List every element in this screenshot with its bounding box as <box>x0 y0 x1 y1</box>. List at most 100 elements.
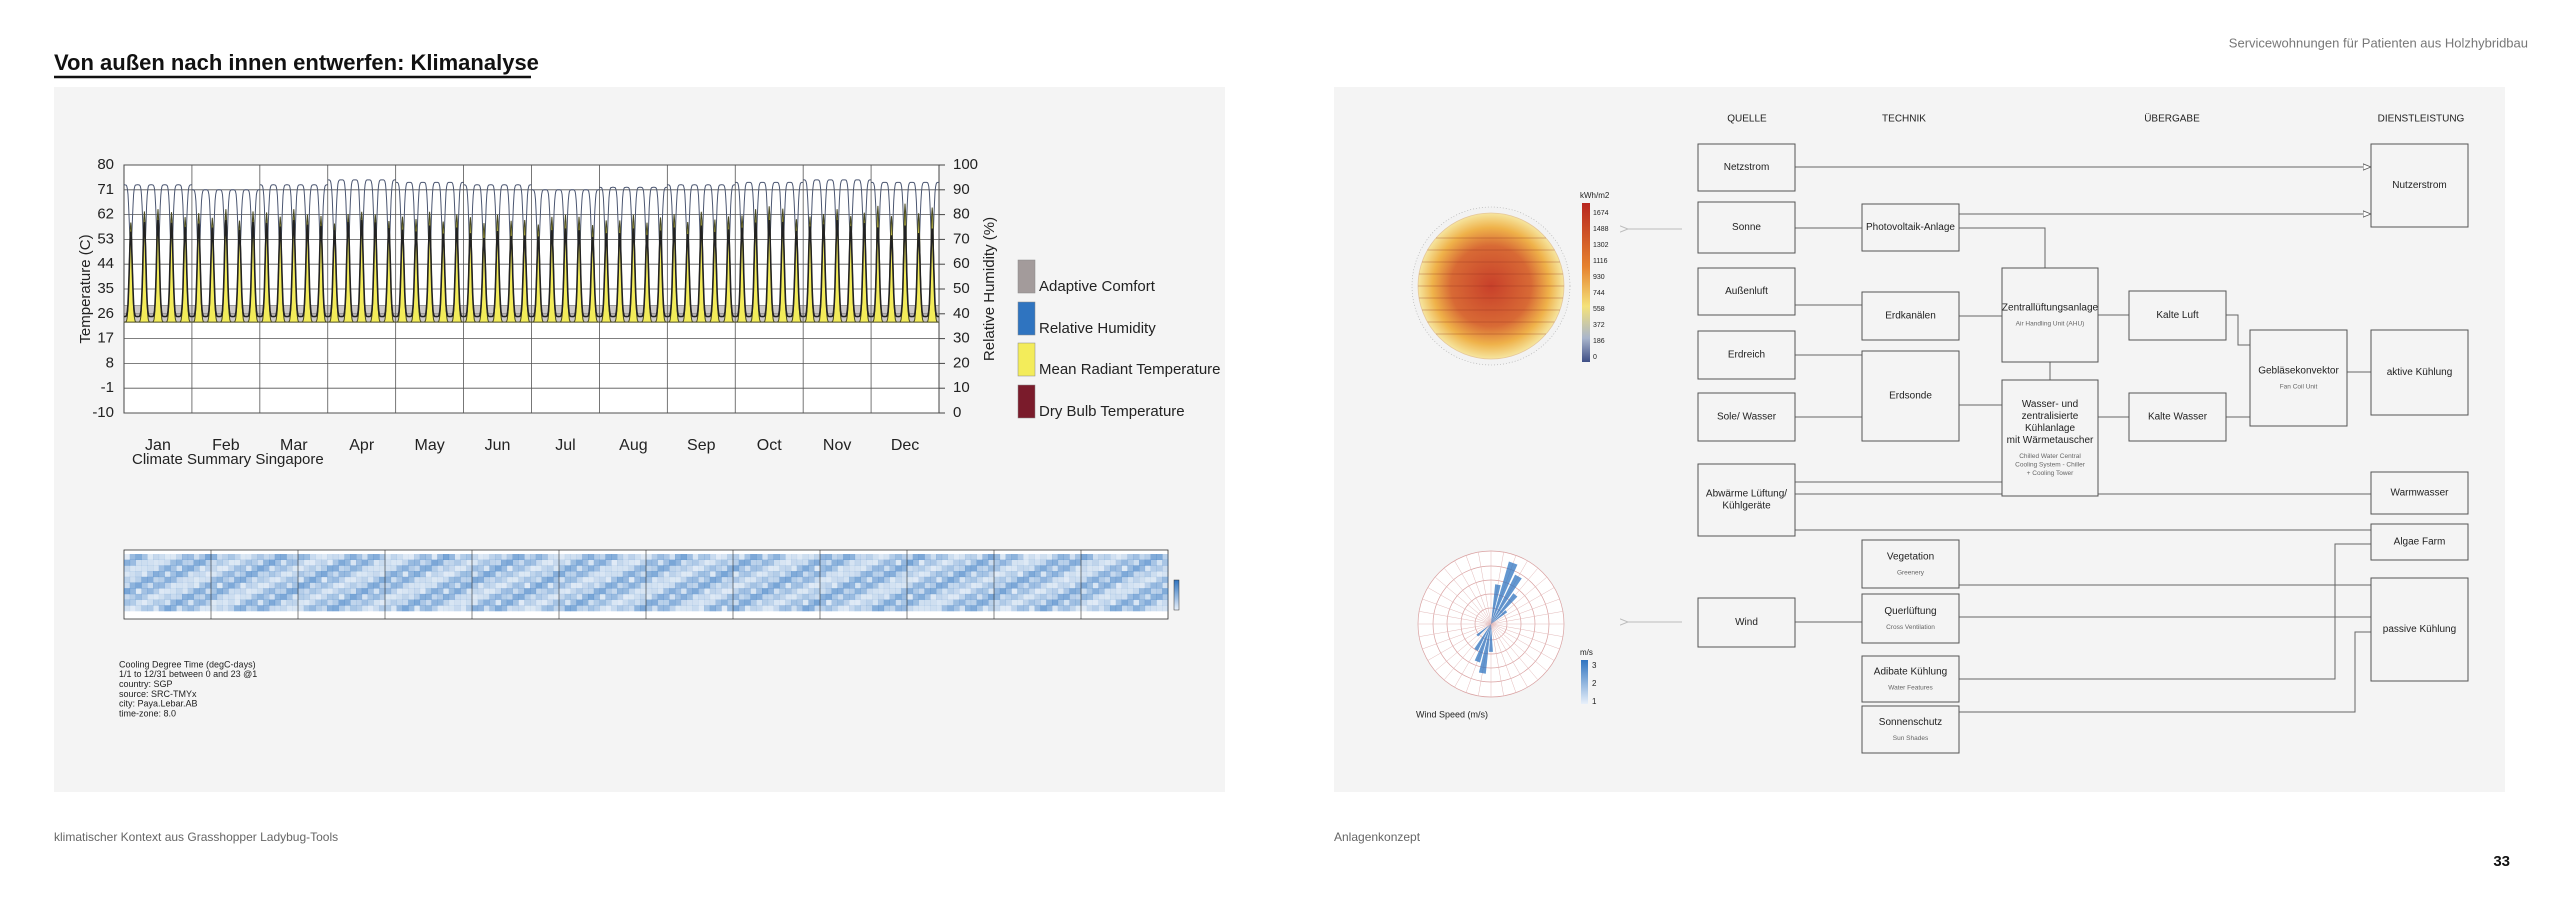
node-label: Adibate Kühlung <box>1874 666 1947 677</box>
heatmap-cell <box>1028 582 1035 589</box>
heatmap-cell <box>849 571 856 578</box>
heatmap-cell <box>947 588 954 595</box>
heatmap-cell <box>129 576 136 583</box>
x-tick-label: Jan <box>145 437 171 454</box>
diagram-node <box>2370 523 2469 561</box>
heatmap-cell <box>489 582 496 589</box>
heatmap-cell <box>129 588 136 595</box>
heatmap-cell <box>1057 571 1064 578</box>
heatmap-cell <box>495 593 502 600</box>
heatmap-cell <box>721 554 728 560</box>
heatmap-cell <box>245 582 252 589</box>
heatmap-cell <box>709 605 716 612</box>
heatmap-cell <box>773 588 780 595</box>
heatmap-cell <box>1162 565 1169 572</box>
heatmap-cell <box>675 593 682 600</box>
heatmap-cell <box>576 565 583 572</box>
heatmap-cell <box>1156 559 1163 566</box>
heatmap-cell <box>176 599 183 606</box>
heatmap-cell <box>477 571 484 578</box>
heatmap-cell <box>617 554 624 560</box>
heatmap-cell <box>825 576 832 583</box>
heatmap-cell <box>895 599 902 606</box>
wind-tick: 1 <box>1592 697 1597 706</box>
heatmap-cell <box>443 554 450 560</box>
heatmap-cell <box>495 588 502 595</box>
heatmap-cell <box>1063 605 1070 612</box>
heatmap-cell <box>860 599 867 606</box>
heatmap-cell <box>1011 559 1018 566</box>
heatmap-cell <box>477 582 484 589</box>
heatmap-cell <box>924 599 931 606</box>
heatmap-cell <box>187 599 194 606</box>
heatmap-cell <box>605 582 612 589</box>
node-sublabel: Sun Shades <box>1893 735 1929 742</box>
heatmap-cell <box>825 582 832 589</box>
heatmap-cell <box>878 599 885 606</box>
heatmap-cell <box>1133 571 1140 578</box>
heatmap-cell <box>738 605 745 612</box>
heatmap-cell <box>866 582 873 589</box>
heatmap-cell <box>280 582 287 589</box>
heatmap-cell <box>588 576 595 583</box>
heatmap-cell <box>883 582 890 589</box>
heatmap-cell <box>599 599 606 606</box>
heatmap-cell <box>385 582 392 589</box>
heatmap-cell <box>472 582 479 589</box>
heatmap-cell <box>466 559 473 566</box>
heatmap-cell <box>147 559 154 566</box>
heatmap-cell <box>593 588 600 595</box>
heatmap-cell <box>744 565 751 572</box>
heatmap-cell <box>292 593 299 600</box>
heatmap-cell <box>524 588 531 595</box>
heatmap-cell <box>698 554 705 560</box>
heatmap-cell <box>414 599 421 606</box>
node-label: Netzstrom <box>1724 162 1770 173</box>
heatmap-cell <box>930 559 937 566</box>
heatmap-cell <box>269 559 276 566</box>
heatmap-cell <box>350 559 357 566</box>
heatmap-cell <box>1005 593 1012 600</box>
heatmap-cell <box>628 554 635 560</box>
heatmap-cell <box>170 605 177 612</box>
heatmap-cell <box>582 554 589 560</box>
heatmap-cell <box>448 571 455 578</box>
heatmap-cell <box>1023 605 1030 612</box>
heatmap-cell <box>849 554 856 560</box>
heatmap-cell <box>709 593 716 600</box>
heatmap-cell <box>332 605 339 612</box>
heatmap-cell <box>976 554 983 560</box>
heatmap-cell <box>350 605 357 612</box>
heatmap-cell <box>205 571 212 578</box>
heatmap-cell <box>240 554 247 560</box>
heatmap-cell <box>298 565 305 572</box>
heatmap-cell <box>448 576 455 583</box>
heatmap-cell <box>843 576 850 583</box>
heatmap-cell <box>773 559 780 566</box>
heatmap-cell <box>767 582 774 589</box>
heatmap-cell <box>472 599 479 606</box>
heatmap-cell <box>530 605 537 612</box>
heatmap-cell <box>924 605 931 612</box>
heatmap-cell <box>460 605 467 612</box>
heatmap-cell <box>292 559 299 566</box>
x-tick-label: Aug <box>619 437 647 454</box>
node-label: Wind <box>1735 617 1758 628</box>
heatmap-cell <box>721 588 728 595</box>
heatmap-cell <box>1162 605 1169 612</box>
heatmap-cell <box>193 565 200 572</box>
heatmap-cell <box>367 588 374 595</box>
heatmap-cell <box>530 582 537 589</box>
heatmap-cell <box>193 599 200 606</box>
heatmap-cell <box>222 599 229 606</box>
heatmap-cell <box>831 605 838 612</box>
heatmap-cell <box>530 593 537 600</box>
heatmap-cell <box>373 565 380 572</box>
heatmap-cell <box>211 605 218 612</box>
heatmap-cell <box>425 605 432 612</box>
heatmap-cell <box>663 582 670 589</box>
heatmap-cell <box>286 593 293 600</box>
heatmap-cell <box>460 593 467 600</box>
connector <box>1958 543 2371 680</box>
heatmap-cell <box>269 554 276 560</box>
